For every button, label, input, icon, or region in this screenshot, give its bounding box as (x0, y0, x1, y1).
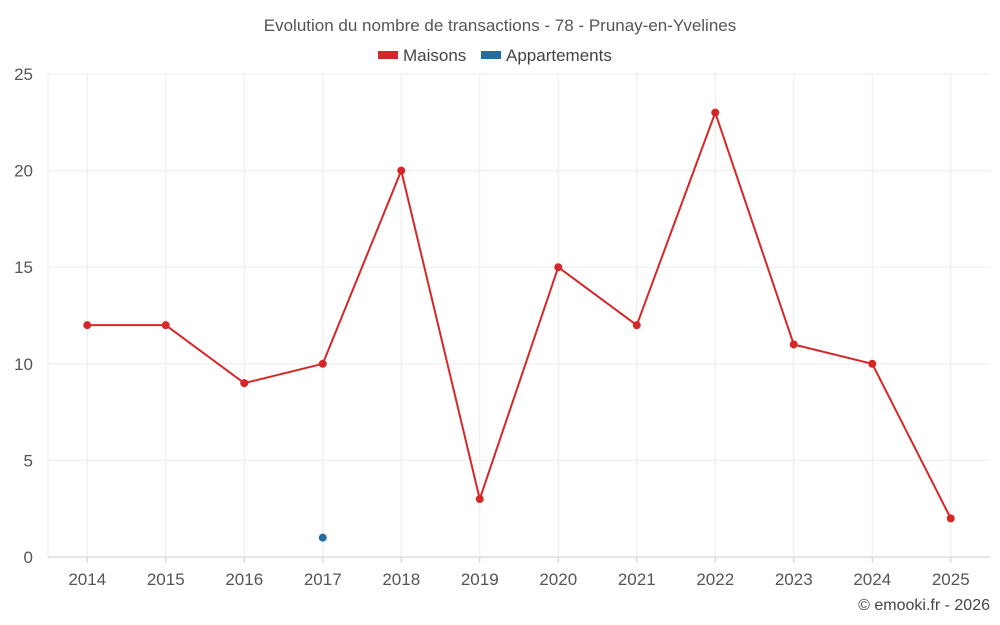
x-tick-label: 2024 (853, 570, 891, 589)
x-tick-label: 2015 (147, 570, 185, 589)
x-tick-label: 2017 (304, 570, 342, 589)
chart-title: Evolution du nombre de transactions - 78… (264, 16, 736, 35)
legend-swatch-appartements[interactable] (481, 51, 501, 59)
x-tick-label: 2023 (775, 570, 813, 589)
x-tick-label: 2016 (225, 570, 263, 589)
data-point-appartements[interactable] (318, 533, 327, 542)
legend-label-maisons[interactable]: Maisons (403, 46, 466, 65)
data-point-maisons[interactable] (554, 263, 563, 272)
data-point-maisons[interactable] (946, 514, 955, 523)
data-point-maisons[interactable] (789, 340, 798, 349)
y-tick-label: 25 (14, 65, 33, 84)
x-tick-label: 2020 (539, 570, 577, 589)
grid (47, 73, 990, 558)
data-point-maisons[interactable] (83, 321, 92, 330)
data-point-maisons[interactable] (397, 166, 406, 175)
credit-text: © emooki.fr - 2026 (858, 597, 990, 614)
y-tick-label: 5 (24, 451, 33, 470)
legend: Maisons Appartements (378, 46, 612, 65)
data-point-maisons[interactable] (475, 495, 484, 504)
series (83, 108, 955, 542)
data-point-maisons[interactable] (632, 321, 641, 330)
y-tick-label: 20 (14, 162, 33, 181)
legend-swatch-maisons[interactable] (378, 51, 398, 59)
x-tick-label: 2019 (461, 570, 499, 589)
x-tick-label: 2022 (696, 570, 734, 589)
y-tick-label: 0 (24, 548, 33, 567)
data-point-maisons[interactable] (161, 321, 170, 330)
legend-label-appartements[interactable]: Appartements (506, 46, 612, 65)
x-tick-label: 2014 (68, 570, 106, 589)
x-axis-ticks: 2014 2015 2016 2017 2018 2019 2020 2021 2022 2023… (68, 557, 970, 589)
data-point-maisons[interactable] (868, 359, 877, 368)
data-point-maisons[interactable] (240, 379, 249, 388)
x-tick-label: 2025 (932, 570, 970, 589)
x-tick-label: 2021 (618, 570, 656, 589)
y-axis-ticks: 0 5 10 15 20 25 (14, 65, 33, 567)
series-line-maisons (87, 111, 952, 519)
y-tick-label: 10 (14, 355, 33, 374)
y-tick-label: 15 (14, 258, 33, 277)
data-point-maisons[interactable] (711, 108, 720, 117)
x-tick-label: 2018 (382, 570, 420, 589)
data-point-maisons[interactable] (318, 359, 327, 368)
